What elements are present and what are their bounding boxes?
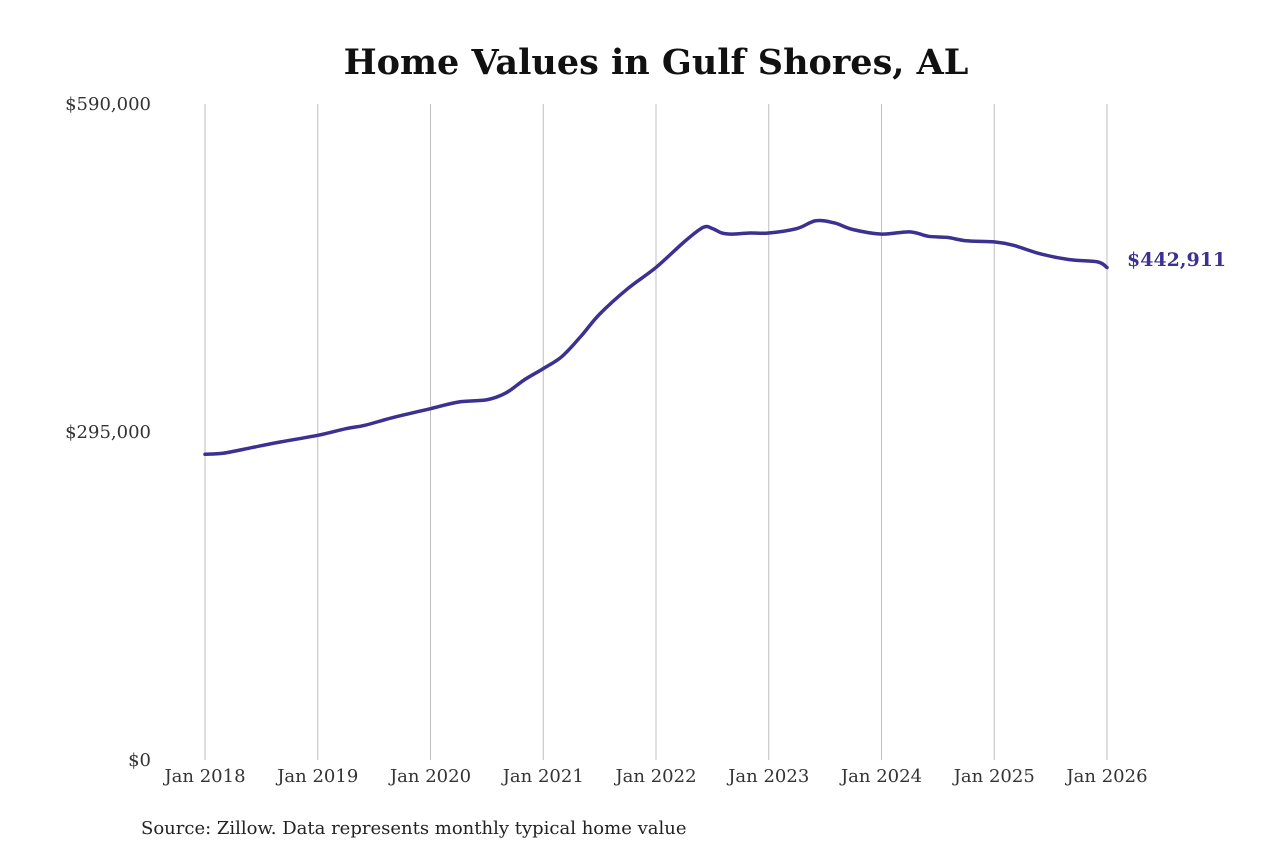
y-tick-label: $590,000 — [65, 94, 151, 115]
x-tick-label: Jan 2021 — [501, 766, 584, 787]
y-tick-label: $0 — [128, 750, 151, 771]
x-tick-label: Jan 2024 — [839, 766, 922, 787]
x-tick-label: Jan 2026 — [1064, 766, 1147, 787]
x-tick-label: Jan 2018 — [162, 766, 245, 787]
series-layer — [203, 218, 1109, 456]
y-axis-tick-labels: $0 $295,000 $590,000 — [65, 94, 151, 771]
y-tick-label: $295,000 — [65, 422, 151, 443]
source-note: Source: Zillow. Data represents monthly … — [141, 818, 687, 839]
x-tick-label: Jan 2025 — [952, 766, 1035, 787]
chart-title: Home Values in Gulf Shores, AL — [344, 42, 969, 83]
end-value-label: $442,911 — [1127, 249, 1226, 271]
x-axis-tick-labels: Jan 2018 Jan 2019 Jan 2020 Jan 2021 Jan 2022… — [162, 766, 1147, 787]
x-tick-label: Jan 2022 — [613, 766, 696, 787]
x-tick-label: Jan 2023 — [726, 766, 809, 787]
series-line-0 — [203, 218, 1109, 456]
x-tick-label: Jan 2020 — [388, 766, 471, 787]
gridlines — [204, 104, 1108, 760]
x-tick-label: Jan 2019 — [275, 766, 358, 787]
